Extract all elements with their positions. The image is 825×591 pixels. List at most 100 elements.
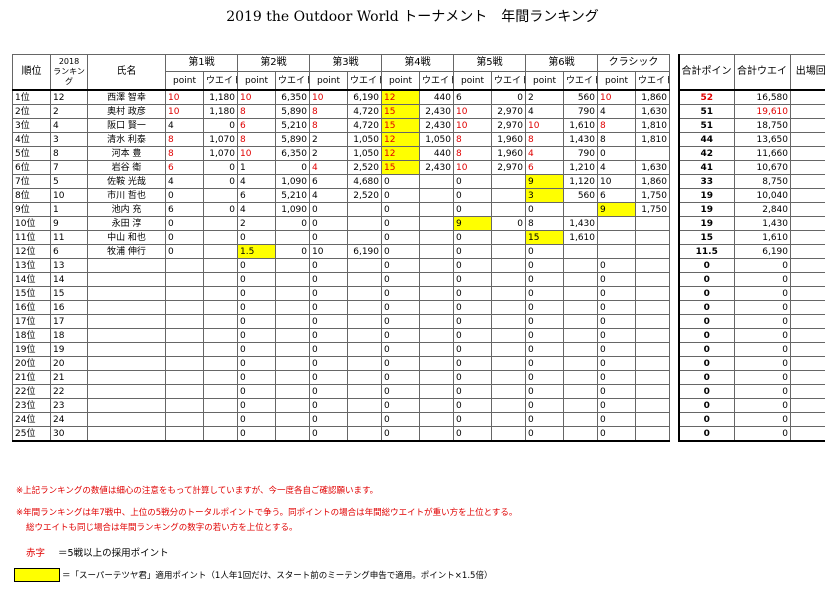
point-cell: 0 [381,328,420,343]
weight-cell: 5,210 [275,188,310,203]
rank-cell: 25位 [12,426,51,442]
weight-cell [563,342,598,357]
weight-cell [347,314,382,329]
point-cell: 0 [453,384,492,399]
weight-cell [203,286,238,301]
point-cell: 15 [381,160,420,175]
rank-cell: 13位 [12,258,51,273]
header-total-weight: 合計ウエイト [734,54,791,91]
weight-cell [635,272,670,287]
weight-cell [275,314,310,329]
point-cell: 8 [525,216,564,231]
weight-cell [491,258,526,273]
point-cell: 0 [237,384,276,399]
prev-rank-cell: 23 [50,398,88,413]
point-cell: 12 [381,89,420,105]
total-weight-cell: 0 [734,286,791,301]
rank-cell: 12位 [12,244,51,259]
weight-cell [347,202,382,217]
weight-cell [203,426,238,442]
rank-cell: 14位 [12,272,51,287]
weight-cell [563,426,598,442]
weight-cell: 1,090 [275,174,310,189]
header-weight: ウエイト [563,71,598,91]
point-cell: 8 [453,132,492,147]
point-cell: 10 [525,118,564,133]
point-cell: 0 [453,272,492,287]
header-round-7: クラシック [597,54,670,72]
rank-cell: 15位 [12,286,51,301]
point-cell: 0 [381,174,420,189]
total-points-cell: 19 [677,202,735,217]
weight-cell: 6,190 [347,244,382,259]
point-cell: 0 [525,244,564,259]
point-cell: 0 [237,412,276,427]
total-weight-cell: 0 [734,258,791,273]
point-cell: 15 [381,118,420,133]
weight-cell [203,230,238,245]
header-point: point [165,71,204,91]
point-cell: 0 [453,202,492,217]
table-row: 5位 8 河本 豊 8 1,070 10 6,350 2 1,050 12 440 8 1,960 4 79… [12,146,825,161]
total-weight-cell: 0 [734,314,791,329]
point-cell: 0 [381,216,420,231]
appearances-cell: 0 [790,426,825,442]
point-cell: 0 [525,328,564,343]
weight-cell: 2,520 [347,188,382,203]
appearances-cell: 0 [790,300,825,315]
total-points-cell: 33 [677,174,735,189]
weight-cell [419,258,454,273]
table-row: 4位 3 清水 利泰 8 1,070 8 5,890 2 1,050 12 1,050 8 1,960 8… [12,132,825,147]
name-cell: 牧浦 伸行 [87,244,166,259]
point-cell: 0 [525,314,564,329]
weight-cell [491,174,526,189]
header-round-6: 第6戦 [525,54,598,72]
point-cell: 0 [453,230,492,245]
point-cell: 15 [525,230,564,245]
weight-cell [491,230,526,245]
total-weight-cell: 0 [734,272,791,287]
weight-cell [419,412,454,427]
point-cell: 15 [381,104,420,119]
header-weight: ウエイト [491,71,526,91]
header-appearances: 出場回数 [790,54,825,91]
weight-cell [563,202,598,217]
point-cell: 4 [525,104,564,119]
point-cell: 0 [597,300,636,315]
point-cell: 4 [309,160,348,175]
point-cell: 0 [525,286,564,301]
point-cell: 0 [237,230,276,245]
prev-rank-cell: 17 [50,314,88,329]
weight-cell: 0 [203,118,238,133]
point-cell: 0 [237,272,276,287]
point-cell: 10 [237,89,276,105]
name-cell: 河本 豊 [87,146,166,161]
total-points-cell: 42 [677,146,735,161]
point-cell: 6 [237,118,276,133]
point-cell: 0 [237,300,276,315]
appearances-cell: 0 [790,272,825,287]
weight-cell [419,328,454,343]
weight-cell: 2,970 [491,104,526,119]
weight-cell [203,356,238,371]
point-cell [165,356,204,371]
weight-cell [347,272,382,287]
weight-cell: 1,180 [203,104,238,119]
point-cell: 4 [597,104,636,119]
point-cell: 0 [453,398,492,413]
weight-cell: 1,750 [635,202,670,217]
prev-rank-cell: 15 [50,286,88,301]
weight-cell [419,272,454,287]
weight-cell [419,188,454,203]
weight-cell: 4,720 [347,118,382,133]
point-cell [165,412,204,427]
weight-cell: 1,610 [563,230,598,245]
table-row: 24位24000000000 [12,412,825,427]
point-cell [597,244,636,259]
total-weight-cell: 18,750 [734,118,791,133]
name-cell [87,412,166,427]
point-cell: 0 [597,426,636,442]
weight-cell [419,286,454,301]
prev-rank-cell: 19 [50,342,88,357]
name-cell: 佐鞍 光哉 [87,174,166,189]
